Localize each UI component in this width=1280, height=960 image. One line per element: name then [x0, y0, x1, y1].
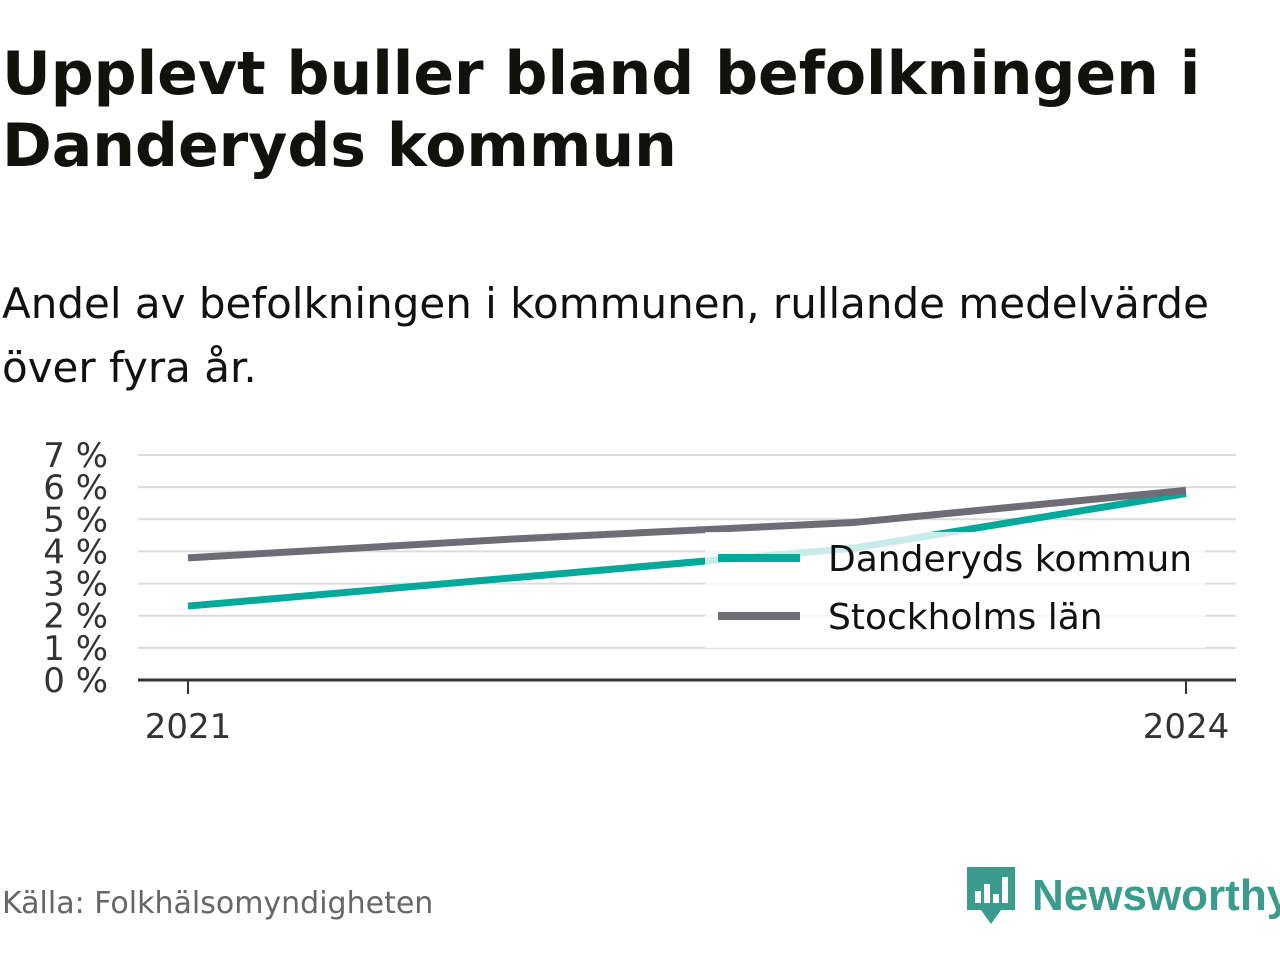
x-tick-label: 2024	[1143, 707, 1230, 747]
series-line-danderyds-kommun	[187, 490, 1187, 610]
newsworthy-logo-icon	[967, 867, 1015, 924]
y-tick-label: 0 %	[43, 661, 108, 701]
y-tick-label: 3 %	[43, 565, 108, 605]
y-tick-label: 4 %	[43, 532, 108, 572]
legend-background	[705, 532, 1205, 648]
y-tick-label: 6 %	[43, 468, 108, 508]
legend: Danderyds kommun Stockholms län	[705, 532, 1205, 648]
brand-logo: Newsworthy	[964, 864, 1280, 928]
chart-title: Upplevt buller bland befolkningen i Dand…	[2, 39, 1201, 181]
y-tick-label: 7 %	[43, 436, 108, 476]
legend-label: Stockholms län	[828, 597, 1103, 638]
y-tick-label: 5 %	[43, 500, 108, 540]
x-tick-label: 2021	[145, 707, 232, 747]
series-line-stockholms-l-n	[187, 486, 1187, 562]
y-tick-label: 1 %	[43, 629, 108, 669]
legend-label: Danderyds kommun	[828, 539, 1192, 580]
series-lines	[187, 486, 1187, 610]
brand-name: Newsworthy	[1032, 871, 1280, 920]
y-axis: 0 %1 %2 %3 %4 %5 %6 %7 %	[43, 436, 108, 701]
line-chart: 0 %1 %2 %3 %4 %5 %6 %7 % 2021 2024 Dander…	[43, 436, 1236, 747]
x-axis: 2021 2024	[138, 678, 1236, 747]
chart-subtitle: Andel av befolkningen i kommunen, rullan…	[2, 279, 1209, 392]
source-note: Källa: Folkhälsomyndigheten	[2, 886, 434, 921]
y-tick-label: 2 %	[43, 597, 108, 637]
